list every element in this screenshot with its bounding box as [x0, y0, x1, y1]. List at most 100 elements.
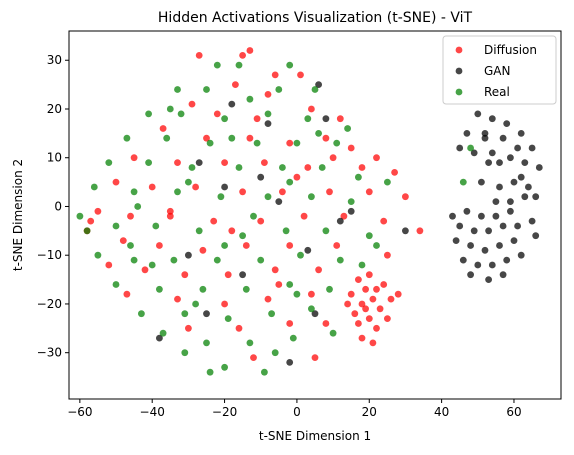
point-gan-54 — [275, 198, 283, 206]
point-gan-43 — [467, 271, 474, 279]
point-diffusion-66 — [250, 354, 257, 361]
point-gan-8 — [528, 144, 536, 152]
point-real-17 — [293, 139, 301, 147]
point-diffusion-92 — [228, 227, 236, 235]
point-gan-55 — [185, 251, 192, 259]
point-real-83 — [315, 130, 322, 137]
point-gan-11 — [488, 149, 496, 157]
point-gan-40 — [488, 261, 496, 269]
point-gan-37 — [510, 237, 518, 245]
point-real-16 — [253, 139, 261, 147]
legend-label-diffusion: Diffusion — [484, 43, 537, 57]
point-diffusion-8 — [213, 110, 221, 118]
point-diffusion-55 — [271, 266, 279, 274]
point-diffusion-88 — [166, 207, 174, 215]
y-axis-label: t-SNE Dimension 2 — [11, 159, 25, 271]
points-layer — [76, 47, 543, 376]
point-gan-68 — [315, 81, 322, 88]
point-gan-15 — [485, 159, 492, 167]
legend-marker-diffusion — [455, 46, 463, 54]
point-gan-20 — [492, 198, 500, 206]
point-gan-22 — [521, 193, 529, 201]
point-real-18 — [333, 139, 341, 147]
point-gan-35 — [481, 246, 489, 254]
point-gan-14 — [535, 164, 543, 171]
point-real-64 — [181, 349, 189, 357]
x-tick-label: −60 — [67, 405, 92, 419]
point-diffusion-63 — [235, 324, 243, 332]
point-gan-44 — [485, 276, 492, 283]
point-gan-16 — [478, 178, 485, 186]
point-gan-64 — [304, 246, 312, 254]
point-diffusion-70 — [369, 295, 377, 303]
point-real-79 — [459, 178, 467, 186]
point-real-19 — [105, 159, 113, 167]
point-diffusion-26 — [112, 178, 120, 186]
point-diffusion-68 — [355, 276, 362, 283]
point-gan-3 — [517, 130, 525, 137]
point-real-3 — [174, 86, 181, 93]
point-diffusion-56 — [315, 266, 322, 274]
point-gan-19 — [525, 183, 532, 191]
point-gan-45 — [499, 271, 507, 279]
point-diffusion-46 — [199, 246, 207, 254]
point-diffusion-45 — [156, 242, 163, 249]
point-gan-48 — [517, 173, 525, 181]
point-diffusion-76 — [358, 334, 366, 342]
x-tick-label: 20 — [362, 405, 377, 419]
point-diffusion-36 — [166, 212, 174, 220]
point-real-5 — [246, 95, 254, 103]
point-diffusion-58 — [174, 295, 181, 303]
point-real-26 — [384, 178, 391, 186]
point-diffusion-23 — [304, 164, 312, 171]
legend-box — [442, 35, 557, 105]
point-real-74 — [228, 134, 236, 142]
point-real-43 — [130, 256, 138, 264]
chart-title: Hidden Activations Visualization (t-SNE)… — [158, 10, 473, 26]
point-diffusion-86 — [373, 285, 380, 293]
point-diffusion-34 — [94, 207, 102, 215]
point-real-1 — [235, 61, 243, 69]
point-gan-32 — [528, 217, 536, 225]
point-diffusion-0 — [195, 52, 203, 59]
point-diffusion-39 — [300, 212, 308, 220]
point-real-55 — [138, 310, 145, 318]
point-diffusion-38 — [257, 217, 265, 225]
point-real-63 — [289, 334, 297, 342]
point-diffusion-31 — [326, 188, 333, 196]
point-real-46 — [257, 256, 265, 264]
point-diffusion-52 — [141, 266, 149, 274]
x-tick-label: 60 — [506, 405, 521, 419]
point-gan-47 — [449, 212, 456, 220]
point-diffusion-67 — [311, 354, 319, 361]
point-diffusion-16 — [322, 134, 330, 142]
point-gan-25 — [492, 212, 500, 220]
y-tick-label: 0 — [54, 199, 62, 213]
x-axis-label: t-SNE Dimension 1 — [259, 429, 371, 443]
point-diffusion-3 — [271, 71, 279, 79]
point-diffusion-27 — [148, 183, 156, 191]
point-diffusion-5 — [232, 81, 239, 88]
legend-marker-real — [455, 88, 463, 96]
point-gan-26 — [507, 207, 514, 215]
point-real-57 — [224, 315, 232, 322]
point-gan-4 — [463, 130, 471, 137]
point-real-77 — [271, 349, 279, 357]
point-diffusion-37 — [210, 217, 218, 225]
point-gan-18 — [510, 178, 518, 186]
point-diffusion-21 — [221, 159, 229, 167]
point-diffusion-11 — [336, 115, 344, 123]
x-tick-label: −20 — [212, 405, 237, 419]
point-diffusion-4 — [297, 71, 304, 79]
y-tick-label: 30 — [47, 53, 62, 67]
point-gan-0 — [474, 110, 482, 118]
point-diffusion-50 — [384, 251, 391, 259]
point-diffusion-80 — [365, 271, 373, 279]
point-real-53 — [286, 281, 294, 288]
point-real-75 — [127, 242, 134, 249]
point-real-45 — [213, 256, 221, 264]
point-real-25 — [355, 173, 362, 181]
point-diffusion-41 — [380, 217, 388, 225]
point-real-66 — [261, 368, 268, 376]
